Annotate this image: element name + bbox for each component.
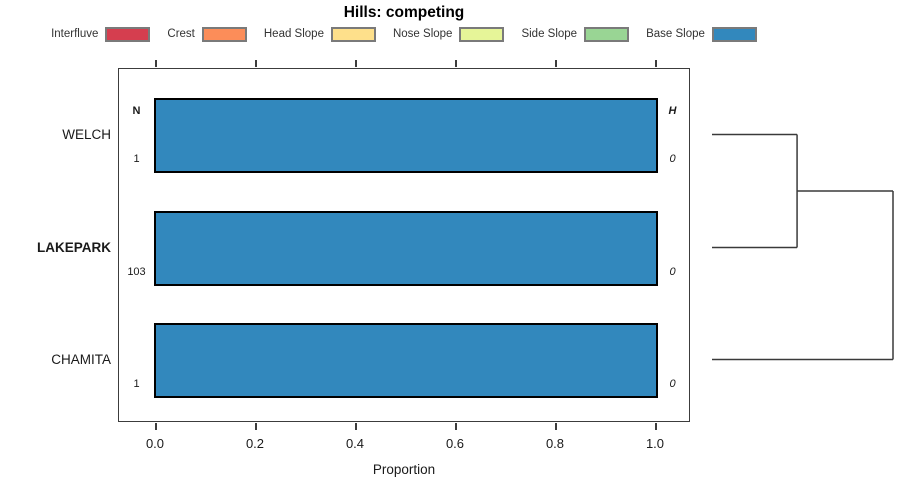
bar bbox=[154, 323, 658, 398]
x-tick-label: 0.8 bbox=[545, 436, 565, 451]
h-value: 0 bbox=[669, 266, 676, 278]
legend-label: Nose Slope bbox=[392, 28, 453, 40]
x-axis-label: Proportion bbox=[372, 462, 436, 477]
y-axis-label: LAKEPARK bbox=[37, 239, 111, 255]
legend-label: Crest bbox=[167, 28, 195, 40]
x-axis-tick-top bbox=[655, 60, 657, 67]
legend-swatch bbox=[105, 26, 151, 42]
x-axis-tick-bottom bbox=[155, 423, 157, 430]
legend-swatch bbox=[584, 26, 630, 42]
y-axis-label: CHAMITA bbox=[51, 351, 111, 367]
legend-item: Side Slope bbox=[521, 26, 630, 42]
legend-item: Base Slope bbox=[646, 26, 757, 42]
legend-swatch bbox=[711, 26, 757, 42]
plot-area: N H 1 0 103 0 1 0 bbox=[118, 60, 690, 430]
x-axis-tick-bottom bbox=[655, 423, 657, 430]
legend-item: Head Slope bbox=[263, 26, 376, 42]
x-axis-tick-bottom bbox=[455, 423, 457, 430]
h-value: 0 bbox=[669, 153, 676, 165]
x-tick-label: 0.4 bbox=[345, 436, 365, 451]
bar-segment bbox=[156, 213, 656, 284]
legend-item: Nose Slope bbox=[392, 26, 505, 42]
x-axis-tick-bottom bbox=[255, 423, 257, 430]
x-axis-tick-bottom bbox=[355, 423, 357, 430]
legend-item: Interfluve bbox=[51, 26, 151, 42]
x-axis-tick-top bbox=[355, 60, 357, 67]
y-axis-label: WELCH bbox=[62, 126, 111, 142]
x-axis-tick-top bbox=[455, 60, 457, 67]
bar-segment bbox=[156, 325, 656, 396]
bar bbox=[154, 211, 658, 286]
x-tick-label: 0.0 bbox=[145, 436, 165, 451]
n-value: 103 bbox=[127, 266, 146, 278]
h-column-header: H bbox=[668, 105, 677, 117]
chart-title: Hills: competing bbox=[343, 4, 465, 21]
legend-item: Crest bbox=[167, 26, 247, 42]
x-axis-tick-top bbox=[255, 60, 257, 67]
bar bbox=[154, 98, 658, 173]
x-axis-tick-bottom bbox=[555, 423, 557, 430]
x-tick-label: 0.6 bbox=[445, 436, 465, 451]
x-axis-tick-top bbox=[155, 60, 157, 67]
bar-segment bbox=[156, 100, 656, 171]
x-tick-label: 0.2 bbox=[245, 436, 265, 451]
legend-swatch bbox=[330, 26, 376, 42]
x-tick-label: 1.0 bbox=[645, 436, 665, 451]
n-value: 1 bbox=[133, 153, 140, 165]
legend-label: Base Slope bbox=[646, 28, 705, 40]
x-axis-tick-top bbox=[555, 60, 557, 67]
dendrogram bbox=[712, 133, 894, 361]
legend-swatch bbox=[459, 26, 505, 42]
n-column-header: N bbox=[132, 105, 141, 117]
h-value: 0 bbox=[669, 378, 676, 390]
legend-label: Head Slope bbox=[263, 28, 324, 40]
legend: Interfluve Crest Head Slope Nose Slope Side … bbox=[0, 24, 808, 44]
n-value: 1 bbox=[133, 378, 140, 390]
legend-swatch bbox=[201, 26, 247, 42]
legend-label: Interfluve bbox=[51, 28, 99, 40]
legend-label: Side Slope bbox=[521, 28, 578, 40]
